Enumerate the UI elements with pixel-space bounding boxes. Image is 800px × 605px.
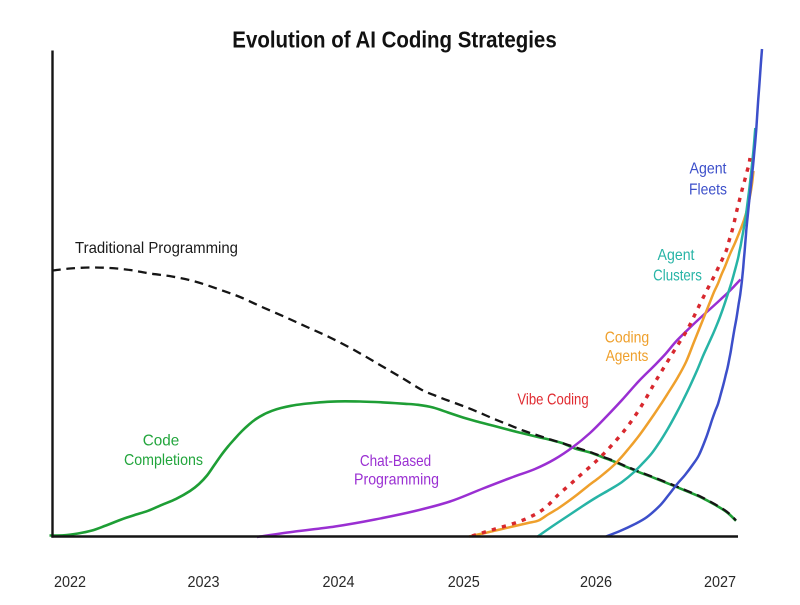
svg-text:2026: 2026: [580, 573, 612, 591]
svg-text:Completions: Completions: [124, 451, 203, 469]
svg-text:Fleets: Fleets: [689, 180, 727, 198]
svg-text:Chat-Based: Chat-Based: [360, 453, 431, 470]
svg-text:2023: 2023: [187, 573, 219, 591]
svg-text:Traditional Programming: Traditional Programming: [75, 240, 238, 258]
svg-text:Agents: Agents: [606, 347, 649, 365]
svg-text:Coding: Coding: [605, 329, 649, 347]
svg-text:2024: 2024: [322, 573, 355, 591]
svg-text:Agent: Agent: [658, 246, 696, 264]
svg-text:2027: 2027: [704, 573, 736, 591]
svg-text:Code: Code: [143, 432, 179, 449]
svg-text:Clusters: Clusters: [653, 267, 702, 284]
svg-text:Programming: Programming: [354, 471, 439, 489]
svg-text:Agent: Agent: [690, 160, 728, 178]
svg-text:2025: 2025: [448, 573, 480, 591]
svg-text:Evolution of AI Coding Strateg: Evolution of AI Coding Strategies: [232, 26, 556, 52]
svg-text:2022: 2022: [54, 573, 86, 591]
svg-text:Vibe Coding: Vibe Coding: [517, 391, 588, 408]
